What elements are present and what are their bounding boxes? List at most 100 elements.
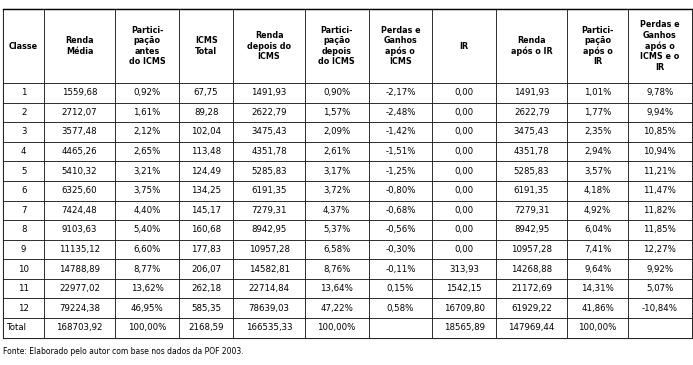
Text: 0,00: 0,00 — [455, 108, 473, 117]
Bar — [628, 181, 692, 200]
Text: -1,25%: -1,25% — [385, 167, 416, 176]
Bar — [179, 220, 234, 240]
Text: 67,75: 67,75 — [194, 88, 218, 97]
Text: 3475,43: 3475,43 — [252, 127, 287, 137]
Bar — [628, 103, 692, 122]
Bar — [115, 259, 179, 279]
Text: 2,65%: 2,65% — [134, 147, 161, 156]
Bar — [115, 122, 179, 142]
Text: 160,68: 160,68 — [191, 226, 221, 234]
Text: 8: 8 — [21, 226, 26, 234]
Text: 1542,15: 1542,15 — [446, 284, 482, 293]
Bar — [44, 299, 115, 318]
Text: Renda
Média: Renda Média — [65, 36, 94, 56]
Text: 13,64%: 13,64% — [320, 284, 353, 293]
Text: 2712,07: 2712,07 — [62, 108, 98, 117]
Text: 4,40%: 4,40% — [134, 206, 161, 215]
Text: 1,01%: 1,01% — [584, 88, 611, 97]
Text: 4,92%: 4,92% — [584, 206, 611, 215]
Bar — [496, 220, 568, 240]
Bar — [44, 83, 115, 103]
Bar — [568, 122, 628, 142]
Text: Partici-
pação
após o
IR: Partici- pação após o IR — [581, 26, 614, 66]
Text: 6,58%: 6,58% — [323, 245, 351, 254]
Text: 11135,12: 11135,12 — [59, 245, 100, 254]
Bar — [568, 83, 628, 103]
Bar — [369, 299, 432, 318]
Text: -0,11%: -0,11% — [385, 265, 416, 274]
Text: 6191,35: 6191,35 — [514, 186, 550, 195]
Bar — [568, 200, 628, 220]
Text: 47,22%: 47,22% — [320, 304, 353, 313]
Text: -1,51%: -1,51% — [385, 147, 416, 156]
Text: -10,84%: -10,84% — [642, 304, 678, 313]
Text: 6,04%: 6,04% — [584, 226, 611, 234]
Text: 9103,63: 9103,63 — [62, 226, 97, 234]
Bar — [432, 181, 496, 200]
Bar — [115, 240, 179, 259]
Bar — [432, 9, 496, 83]
Bar — [628, 279, 692, 299]
Text: 18565,89: 18565,89 — [444, 323, 484, 333]
Bar — [115, 103, 179, 122]
Text: 5410,32: 5410,32 — [62, 167, 98, 176]
Bar — [568, 9, 628, 83]
Text: 7,41%: 7,41% — [584, 245, 611, 254]
Bar — [628, 299, 692, 318]
Text: 2622,79: 2622,79 — [252, 108, 287, 117]
Text: 1,57%: 1,57% — [323, 108, 351, 117]
Bar — [44, 142, 115, 161]
Text: Partici-
pação
depois
do ICMS: Partici- pação depois do ICMS — [318, 26, 355, 66]
Text: 12: 12 — [18, 304, 29, 313]
Text: 11,82%: 11,82% — [643, 206, 676, 215]
Text: 11,85%: 11,85% — [643, 226, 676, 234]
Text: 7279,31: 7279,31 — [514, 206, 550, 215]
Text: 134,25: 134,25 — [191, 186, 221, 195]
Text: Renda
depois do
ICMS: Renda depois do ICMS — [247, 31, 291, 61]
Text: 0,00: 0,00 — [455, 186, 473, 195]
Text: 3,72%: 3,72% — [323, 186, 351, 195]
Text: 0,00: 0,00 — [455, 88, 473, 97]
Bar — [432, 142, 496, 161]
Text: 46,95%: 46,95% — [131, 304, 164, 313]
Text: 206,07: 206,07 — [191, 265, 221, 274]
Text: 124,49: 124,49 — [191, 167, 221, 176]
Bar — [568, 220, 628, 240]
Text: -0,30%: -0,30% — [385, 245, 416, 254]
Bar — [234, 299, 305, 318]
Bar — [628, 240, 692, 259]
Bar — [234, 240, 305, 259]
Bar — [369, 240, 432, 259]
Bar — [628, 318, 692, 338]
Bar — [234, 259, 305, 279]
Bar — [432, 103, 496, 122]
Bar — [568, 299, 628, 318]
Text: -0,80%: -0,80% — [385, 186, 416, 195]
Text: 9,92%: 9,92% — [646, 265, 674, 274]
Text: 3,17%: 3,17% — [323, 167, 351, 176]
Bar — [568, 103, 628, 122]
Bar — [369, 220, 432, 240]
Text: 10,85%: 10,85% — [643, 127, 676, 137]
Bar — [234, 122, 305, 142]
Bar — [3, 220, 44, 240]
Text: 2168,59: 2168,59 — [188, 323, 224, 333]
Text: 13,62%: 13,62% — [131, 284, 164, 293]
Bar — [234, 181, 305, 200]
Bar — [496, 200, 568, 220]
Bar — [179, 200, 234, 220]
Text: 3,21%: 3,21% — [134, 167, 161, 176]
Text: 14788,89: 14788,89 — [59, 265, 100, 274]
Text: Total: Total — [7, 323, 27, 333]
Bar — [369, 259, 432, 279]
Text: 2,09%: 2,09% — [323, 127, 350, 137]
Bar — [568, 142, 628, 161]
Bar — [369, 181, 432, 200]
Text: 14268,88: 14268,88 — [511, 265, 552, 274]
Bar — [305, 318, 369, 338]
Bar — [369, 161, 432, 181]
Bar — [432, 161, 496, 181]
Text: 8,77%: 8,77% — [134, 265, 161, 274]
Bar — [234, 220, 305, 240]
Text: ICMS
Total: ICMS Total — [195, 36, 218, 56]
